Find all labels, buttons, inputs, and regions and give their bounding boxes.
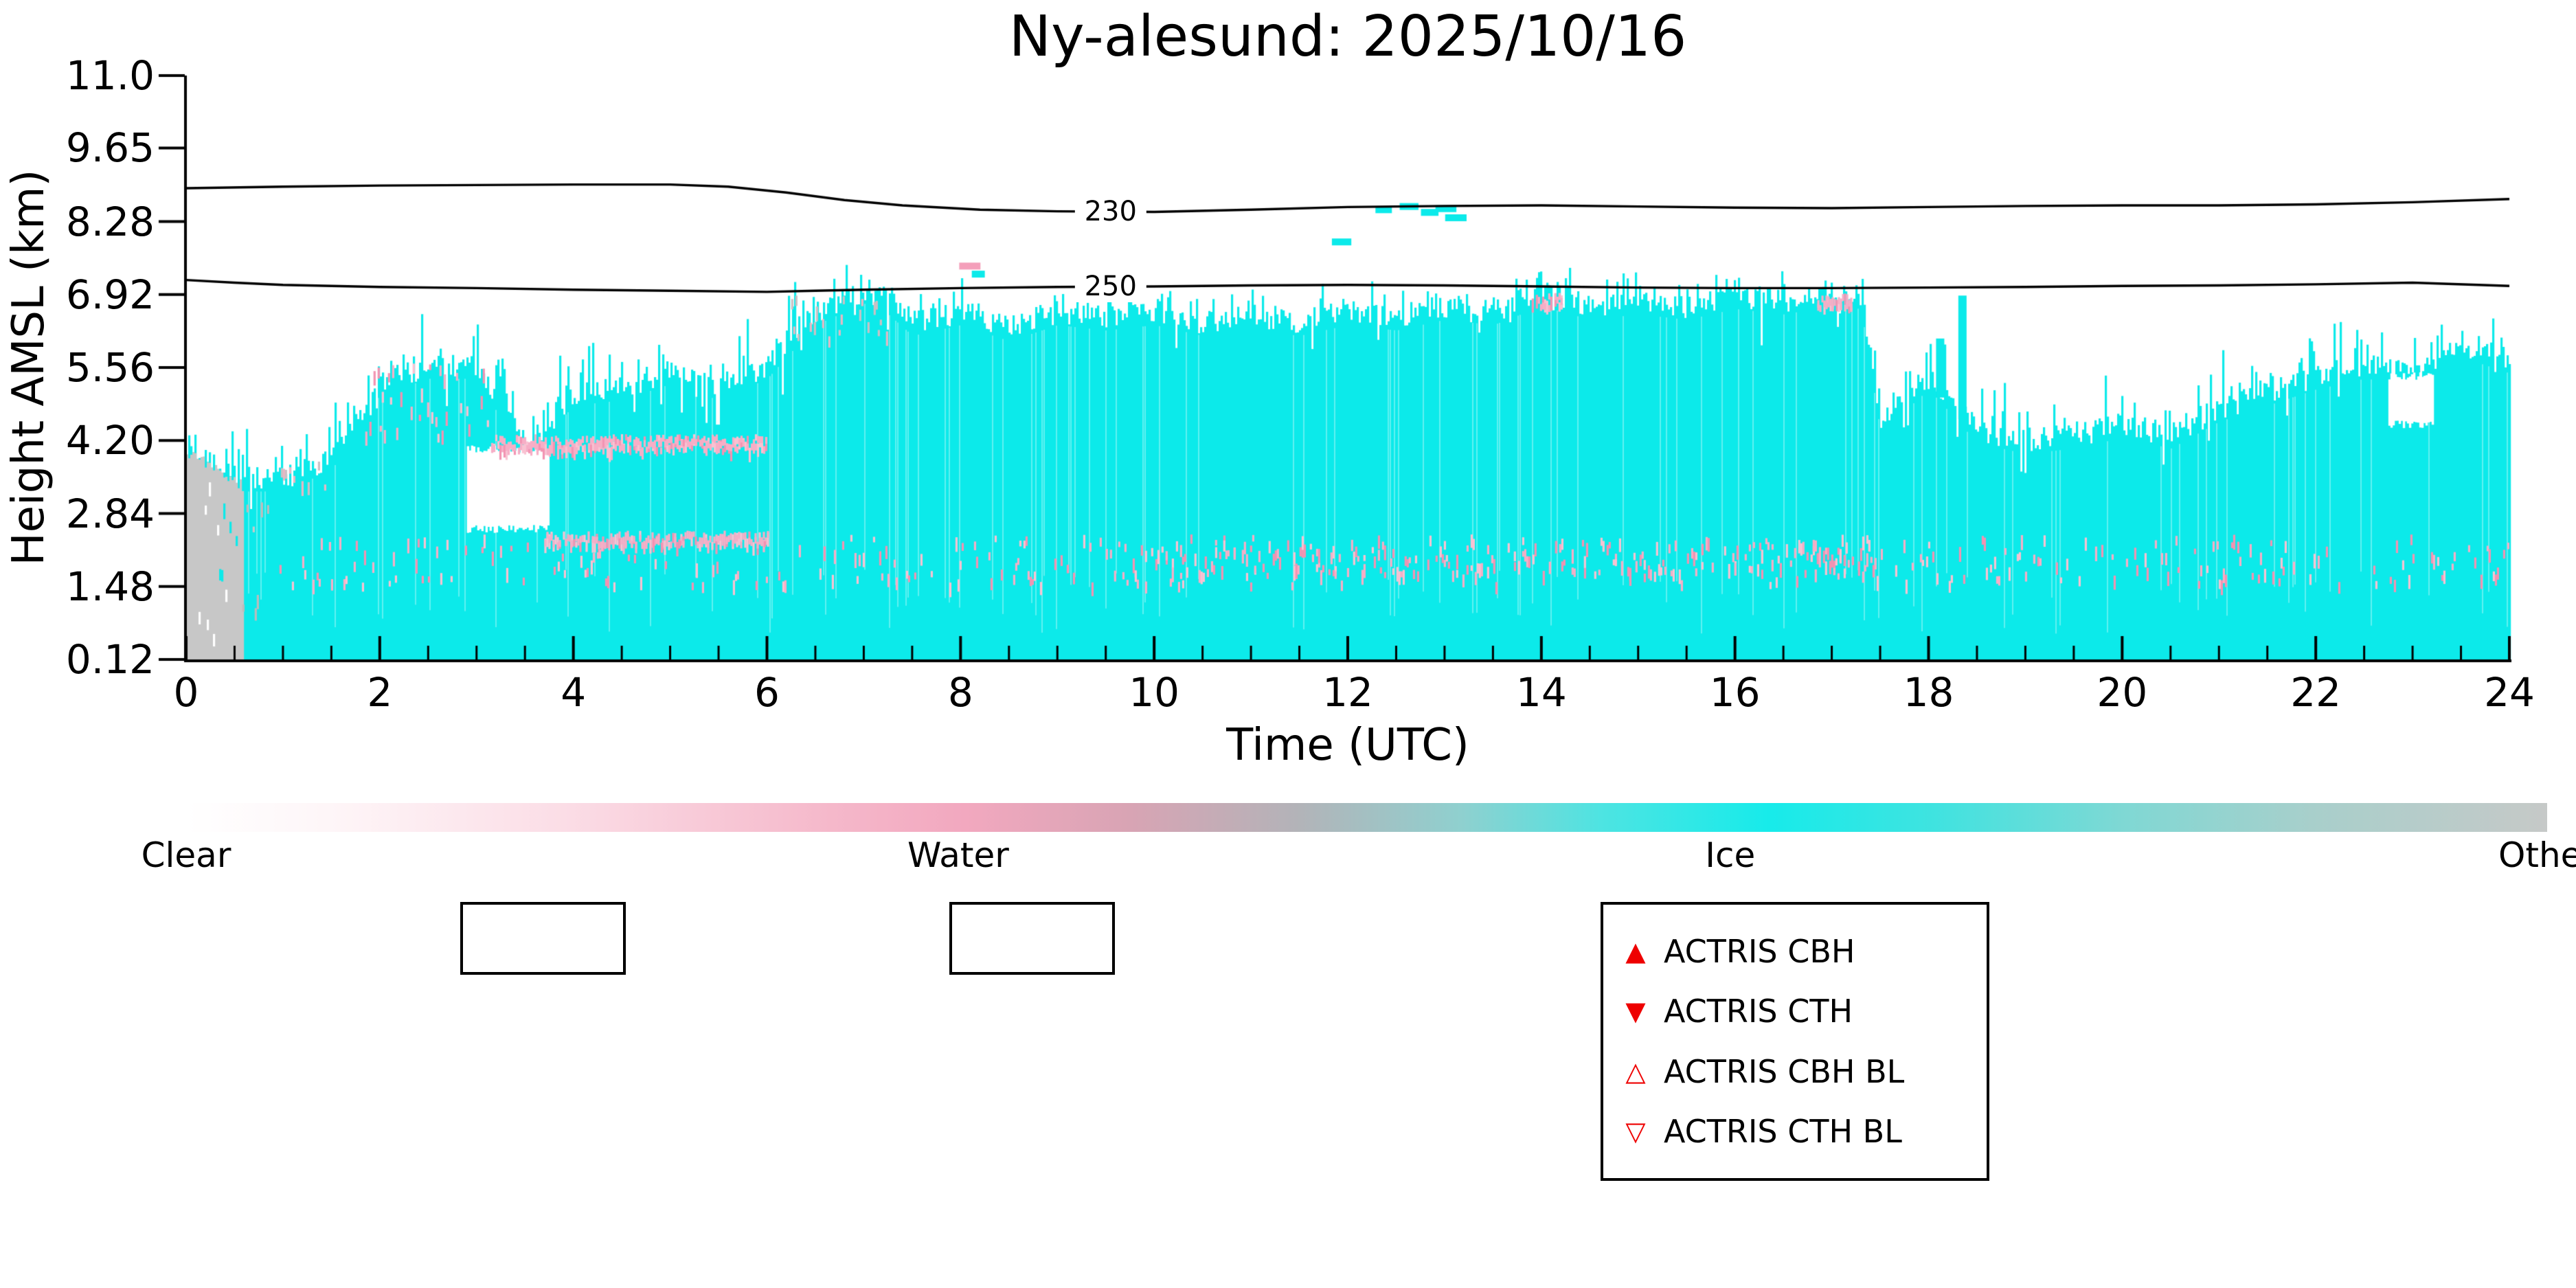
y-axis-label: Height AMSL (km) [3, 169, 54, 566]
y-tick-label: 11.0 [65, 52, 155, 99]
contour-label-230: 230 [1074, 195, 1146, 227]
x-tick-label: 4 [561, 669, 587, 716]
y-tick-label: 8.28 [65, 198, 155, 245]
x-tick-label: 2 [367, 669, 393, 716]
x-tick-label: 20 [2097, 669, 2148, 716]
colorbar-label-ice: Ice [1705, 835, 1756, 875]
y-tick-label: 6.92 [65, 271, 155, 318]
y-tick-label: 2.84 [65, 490, 155, 537]
colorbar-label-other: Other [2498, 835, 2576, 875]
legend-item-cbh-bl: △ ACTRIS CBH BL [1620, 1053, 1980, 1090]
x-tick-label: 16 [1709, 669, 1761, 716]
legend-item-label: ACTRIS CTH [1664, 993, 1853, 1030]
contour-label-250: 250 [1074, 271, 1146, 303]
x-tick-label: 0 [173, 669, 199, 716]
chart-title: Ny-alesund: 2025/10/16 [1008, 4, 1687, 69]
x-tick-label: 10 [1129, 669, 1180, 716]
x-tick-label: 12 [1322, 669, 1373, 716]
legend-item-label: ACTRIS CBH [1664, 933, 1855, 971]
colorbar-label-clear: Clear [141, 835, 231, 875]
legend-item-cbh: ▲ ACTRIS CBH [1620, 933, 1980, 970]
triangle-up-filled-icon: ▲ [1625, 936, 1646, 967]
x-tick-label: 24 [2484, 669, 2535, 716]
legend-item-cth: ▼ ACTRIS CTH [1620, 993, 1980, 1030]
legend-item-label: ACTRIS CBH BL [1664, 1052, 1905, 1090]
colorbar [186, 803, 2547, 832]
y-tick-label: 4.20 [65, 417, 155, 464]
x-tick-label: 8 [947, 669, 973, 716]
legend-box-empty-2 [949, 902, 1115, 975]
triangle-up-open-icon: △ [1625, 1056, 1646, 1087]
y-tick-label: 1.48 [65, 563, 155, 610]
x-tick-label: 22 [2290, 669, 2342, 716]
legend-item-label: ACTRIS CTH BL [1664, 1112, 1902, 1150]
x-axis-label: Time (UTC) [1226, 720, 1469, 771]
triangle-down-open-icon: ▽ [1625, 1116, 1646, 1146]
x-tick-label: 18 [1903, 669, 1954, 716]
legend-box-empty-1 [460, 902, 626, 975]
colorbar-label-water: Water [907, 835, 1009, 875]
y-tick-label: 9.65 [65, 124, 155, 172]
triangle-down-filled-icon: ▼ [1625, 996, 1646, 1027]
y-tick-label: 5.56 [65, 344, 155, 391]
y-tick-label: 0.12 [65, 636, 155, 683]
legend-item-cth-bl: ▽ ACTRIS CTH BL [1620, 1113, 1980, 1150]
actris-legend: ▲ ACTRIS CBH ▼ ACTRIS CTH △ ACTRIS CBH B… [1601, 902, 1989, 1181]
x-tick-label: 14 [1515, 669, 1567, 716]
x-tick-label: 6 [754, 669, 780, 716]
